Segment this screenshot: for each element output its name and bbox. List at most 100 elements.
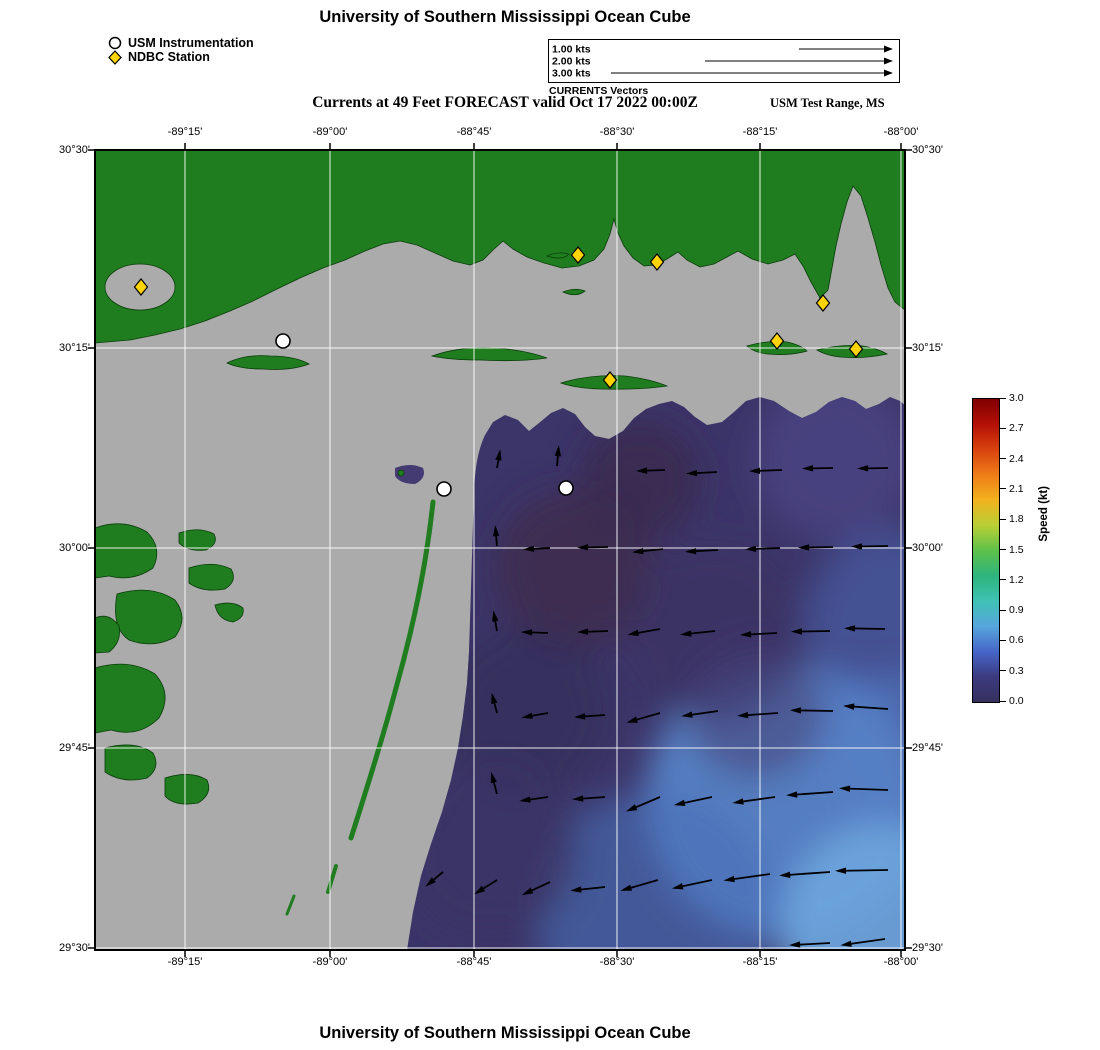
colorbar-title: Speed (kt) xyxy=(1038,486,1050,542)
ndbc-station-marker xyxy=(602,371,618,389)
lon-tick-label-bottom: -89°00' xyxy=(312,956,348,968)
colorbar-tick-label: 2.1 xyxy=(1009,482,1024,495)
current-vector-head xyxy=(492,525,500,537)
lat-tick-label-right: 30°00' xyxy=(912,542,943,554)
current-vector-head xyxy=(636,467,648,474)
current-vector xyxy=(523,545,551,553)
ndbc-station-marker xyxy=(848,340,864,358)
current-vector xyxy=(786,791,834,798)
current-vector-head xyxy=(490,771,497,784)
current-vector xyxy=(685,547,719,555)
current-vector-head xyxy=(835,867,847,874)
vector-key-head xyxy=(884,69,893,77)
current-vector-head xyxy=(839,785,851,792)
colorbar-tick xyxy=(1000,670,1006,672)
lon-tick-label-bottom: -88°15' xyxy=(742,956,778,968)
current-vector-head xyxy=(425,877,436,887)
axis-ticks-layer xyxy=(88,143,912,957)
lon-tick-label-top: -88°30' xyxy=(599,126,635,138)
vector-key-head xyxy=(884,45,893,53)
current-vector-head xyxy=(749,467,761,474)
lon-tick-label-bottom: -89°15' xyxy=(167,956,203,968)
usm-instrumentation-marker xyxy=(436,481,452,497)
current-vector-head xyxy=(802,465,814,472)
current-vector xyxy=(577,544,609,551)
map-panel xyxy=(88,143,912,957)
current-vector xyxy=(791,628,831,635)
lon-tick-label-top: -88°00' xyxy=(883,126,919,138)
current-vector xyxy=(625,796,661,812)
circle-icon xyxy=(108,36,122,50)
current-vector-head xyxy=(572,795,584,802)
current-vector xyxy=(740,631,778,638)
current-vector xyxy=(790,707,834,714)
current-vector-head xyxy=(570,886,582,893)
colorbar-tick xyxy=(1000,458,1006,460)
current-vector xyxy=(671,879,713,890)
current-vector-head xyxy=(474,885,486,895)
current-vector xyxy=(851,543,889,550)
current-vector xyxy=(519,796,549,803)
colorbar-tick-label: 3.0 xyxy=(1009,392,1024,404)
current-vector-head xyxy=(519,796,531,803)
current-vector-head xyxy=(521,887,534,896)
colorbar-tick-label: 2.4 xyxy=(1009,452,1024,465)
diamond-icon xyxy=(108,49,122,65)
current-vector-head xyxy=(681,711,693,718)
current-vector-head xyxy=(673,799,686,806)
current-vector-head xyxy=(740,631,752,638)
vector-key-label: 2.00 kts xyxy=(552,56,591,68)
colorbar-tick-label: 0.3 xyxy=(1009,664,1024,677)
current-vector xyxy=(632,547,664,555)
lon-tick-label-bottom: -88°45' xyxy=(456,956,492,968)
current-vector xyxy=(681,710,719,718)
current-vector-head xyxy=(521,712,533,719)
current-vector xyxy=(835,867,889,874)
current-vector xyxy=(492,610,499,632)
plot-subtitle: Currents at 49 Feet FORECAST valid Oct 1… xyxy=(312,94,698,111)
current-vector xyxy=(857,465,889,472)
current-vector-head xyxy=(671,883,684,890)
current-vector xyxy=(474,879,498,895)
current-vector-head xyxy=(790,707,802,714)
current-vector xyxy=(570,886,606,893)
current-vector-head xyxy=(620,884,632,891)
current-vector xyxy=(636,467,666,474)
current-vector-head xyxy=(495,449,502,461)
current-vector-head xyxy=(626,716,638,723)
current-vector xyxy=(673,796,713,806)
lat-tick-label-left: 30°00' xyxy=(59,542,90,554)
legend-label-usm: USM Instrumentation xyxy=(128,36,254,50)
current-vectors-layer xyxy=(425,445,889,948)
current-vector-head xyxy=(523,545,535,553)
marker-legend: USM Instrumentation NDBC Station xyxy=(108,36,254,65)
colorbar-tick-label: 1.5 xyxy=(1009,543,1024,556)
lon-tick-label-top: -88°15' xyxy=(742,126,778,138)
land-layer xyxy=(94,149,906,916)
current-vector xyxy=(686,469,718,477)
current-vector xyxy=(839,785,889,792)
speed-field-detached-patch xyxy=(395,465,424,484)
colorbar-tick xyxy=(1000,397,1006,399)
lon-tick-label-top: -88°45' xyxy=(456,126,492,138)
lat-tick-label-right: 29°30' xyxy=(912,942,943,954)
current-vector-head xyxy=(840,940,852,947)
current-vector xyxy=(802,465,834,472)
current-vector-head xyxy=(779,871,791,878)
vector-key-label: 1.00 kts xyxy=(552,44,591,56)
ndbc-station-marker xyxy=(570,246,586,264)
current-vector-head xyxy=(574,713,586,720)
current-vector xyxy=(554,445,562,467)
page-title: University of Southern Mississippi Ocean… xyxy=(319,8,691,26)
current-vector-head xyxy=(686,469,698,477)
current-vector xyxy=(572,795,606,802)
usm-instrumentation-marker xyxy=(558,480,574,496)
mainland-coast xyxy=(94,149,906,344)
current-vector-head xyxy=(745,545,757,553)
legend-item-ndbc: NDBC Station xyxy=(108,49,254,65)
colorbar-tick xyxy=(1000,518,1006,520)
map-frame xyxy=(94,149,906,951)
current-vector-head xyxy=(789,941,801,948)
current-vector-head xyxy=(492,610,499,622)
